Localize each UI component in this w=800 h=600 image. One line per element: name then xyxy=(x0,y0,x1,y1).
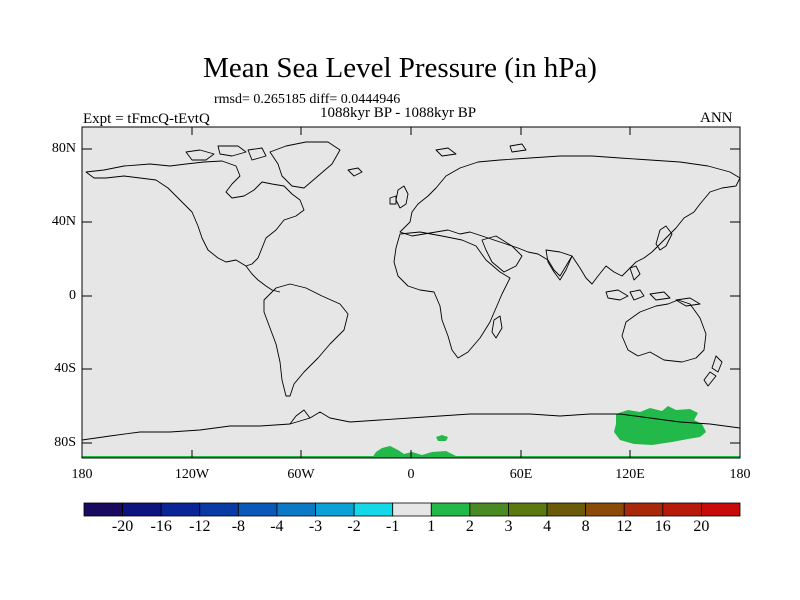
colorbar-swatch xyxy=(199,502,239,517)
colorbar-swatch xyxy=(508,502,548,517)
lon-label-180w: 180 xyxy=(71,467,93,482)
map-title: Mean Sea Level Pressure (in hPa) xyxy=(203,52,597,84)
colorbar-label: -16 xyxy=(150,518,172,535)
anomaly-region-antarctic-coast xyxy=(372,446,470,458)
colorbar-swatch xyxy=(701,502,741,517)
colorbar-label: -12 xyxy=(189,518,211,535)
colorbar-label: -8 xyxy=(231,518,246,535)
lon-label-60w: 60W xyxy=(287,467,315,482)
lat-label-80n: 80N xyxy=(51,141,76,156)
colorbar-swatch xyxy=(160,502,201,517)
lat-label-40s: 40S xyxy=(54,361,76,376)
colorbar-swatch xyxy=(623,502,664,517)
colorbar-swatch xyxy=(469,502,509,517)
colorbar-label: -20 xyxy=(111,518,134,535)
lon-label-180e: 180 xyxy=(729,467,751,482)
stats-label: rmsd= 0.265185 diff= 0.0444946 xyxy=(214,92,401,107)
colorbar-label: 20 xyxy=(693,518,710,535)
colorbar-label: 4 xyxy=(543,518,552,535)
lat-label-40n: 40N xyxy=(51,214,76,229)
lon-label-0: 0 xyxy=(407,467,415,482)
experiment-label: Expt = tFmcQ-tEvtQ xyxy=(83,111,210,127)
season-label: ANN xyxy=(700,110,733,126)
anomaly-region-east-antarctica xyxy=(614,406,706,445)
colorbar-label: 12 xyxy=(616,518,633,535)
colorbar-swatch xyxy=(353,502,394,517)
colorbar-swatch xyxy=(546,502,587,517)
colorbar-label: -3 xyxy=(308,518,323,535)
colorbar xyxy=(83,502,741,517)
colorbar-swatch xyxy=(83,502,123,517)
lon-label-120e: 120E xyxy=(615,467,645,482)
colorbar-swatch xyxy=(276,502,316,517)
colorbar-label: -2 xyxy=(347,518,361,535)
colorbar-label: 8 xyxy=(581,518,590,535)
colorbar-swatch xyxy=(315,502,355,517)
colorbar-swatch xyxy=(662,502,702,517)
colorbar-swatch xyxy=(122,502,162,517)
colorbar-label: -1 xyxy=(386,518,400,535)
lon-label-60e: 60E xyxy=(509,467,533,482)
colorbar-label: 3 xyxy=(504,518,513,535)
colorbar-label: 16 xyxy=(654,518,671,535)
lat-ticks xyxy=(82,148,740,444)
lon-ticks xyxy=(81,127,741,458)
anomaly-patch-small xyxy=(436,435,448,441)
colorbar-swatch xyxy=(585,502,625,517)
colorbar-label: -4 xyxy=(270,518,284,535)
lat-label-80s: 80S xyxy=(54,435,76,450)
colorbar-swatch xyxy=(430,502,471,517)
colorbar-swatch xyxy=(237,502,278,517)
colorbar-label: 2 xyxy=(465,518,474,535)
lat-label-0: 0 xyxy=(69,288,76,303)
coastlines xyxy=(82,141,740,441)
colorbar-swatch xyxy=(392,502,432,517)
period-label: 1088kyr BP - 1088kyr BP xyxy=(320,105,477,121)
colorbar-label: 1 xyxy=(427,518,436,535)
lon-label-120w: 120W xyxy=(174,467,210,482)
